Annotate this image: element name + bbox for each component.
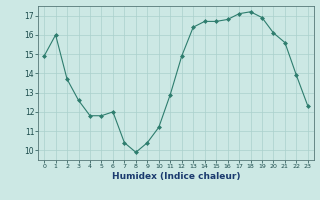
X-axis label: Humidex (Indice chaleur): Humidex (Indice chaleur) [112,172,240,181]
